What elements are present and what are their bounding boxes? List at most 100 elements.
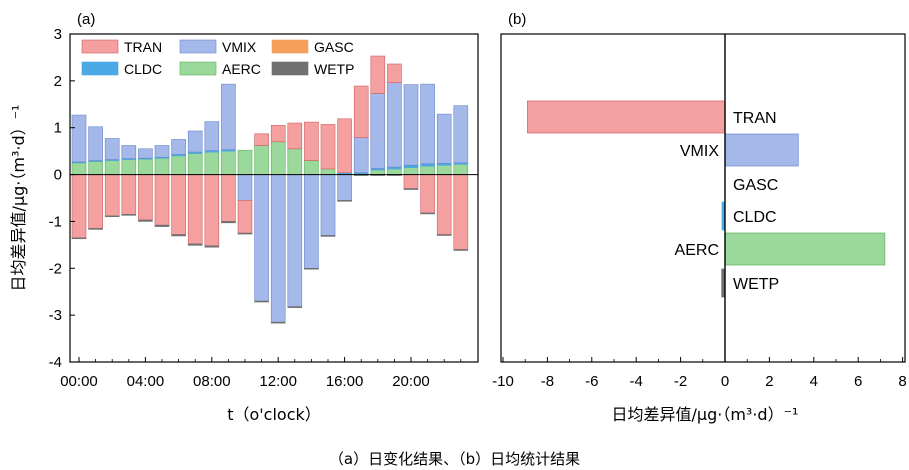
- bar-vmix-h22: [436, 113, 452, 164]
- panel-a-y-axis-title: 日均差异值/μg·（m³·d）⁻¹: [9, 105, 28, 292]
- bar-aerc-h19: [387, 168, 402, 175]
- y-tick-label: 3: [54, 26, 62, 43]
- panel-a-x-axis-title: t（o'clock）: [227, 405, 321, 424]
- y-tick-label: -2: [49, 260, 62, 277]
- bar-aerc-h5: [154, 157, 170, 175]
- bar-aerc-h13: [287, 148, 303, 175]
- bar-vmix: [724, 133, 799, 167]
- bar-wetp-h20: [403, 188, 419, 190]
- bar-tran-h16: [337, 118, 352, 173]
- panel-b-x-axis-title: 日均差异值/μg·（m³·d）⁻¹: [612, 405, 799, 424]
- bar-aerc-h20: [403, 167, 419, 175]
- y-tick-label: 2: [54, 73, 62, 90]
- bar-vmix-h13: [287, 174, 303, 308]
- bar-tran-h7: [187, 174, 203, 245]
- bar-wetp-h14: [304, 267, 319, 270]
- bar-aerc-h1: [88, 161, 103, 175]
- bar-wetp-h15: [320, 235, 336, 237]
- bar-tran-h3: [121, 174, 137, 215]
- bar-wetp-h12: [270, 321, 286, 324]
- bar-vmix-h17: [353, 137, 369, 173]
- legend-label-cldc: CLDC: [124, 61, 162, 77]
- y-tick-label: 0: [54, 167, 62, 184]
- bar-tran-h19: [387, 63, 402, 84]
- x-tick-label: -6: [585, 373, 598, 390]
- panel-b-bars: [527, 100, 886, 298]
- bar-vmix-h0: [71, 114, 87, 163]
- x-tick-label: 6: [854, 373, 862, 390]
- bar-vmix-h16: [337, 174, 352, 201]
- y-tick-label: -4: [49, 354, 62, 371]
- x-tick-label: -2: [674, 373, 687, 390]
- bar-aerc-h21: [420, 165, 435, 175]
- figure-caption: （a）日变化结果、（b）日均统计结果: [328, 450, 581, 468]
- bar-aerc-h2: [104, 160, 120, 175]
- bar-tran-h0: [71, 174, 87, 239]
- bar-vmix-h3: [121, 145, 137, 159]
- y-tick-label: -1: [49, 213, 62, 230]
- bar-wetp-h9: [221, 221, 236, 224]
- legend-swatch-tran: [81, 39, 119, 54]
- bar-tran-h17: [353, 85, 369, 138]
- bar-aerc-h18: [370, 169, 386, 175]
- bar-vmix-h2: [104, 138, 120, 160]
- bar-wetp-h10: [237, 232, 253, 235]
- bar-aerc-h15: [320, 168, 336, 175]
- bar-vmix-h12: [270, 174, 286, 323]
- bar-vmix-h14: [304, 174, 319, 269]
- x-tick-label: -4: [630, 373, 643, 390]
- x-tick-label: 20:00: [392, 373, 430, 390]
- bar-aerc-h6: [171, 155, 186, 175]
- category-label-vmix: VMIX: [680, 143, 719, 160]
- x-tick-label: 16:00: [326, 373, 364, 390]
- category-label-aerc: AERC: [675, 242, 719, 259]
- bar-aerc-h22: [436, 164, 452, 175]
- bar-wetp-h22: [436, 234, 452, 236]
- x-tick-label: 4: [810, 373, 818, 390]
- bar-vmix-h15: [320, 174, 336, 236]
- x-tick-label: 00:00: [60, 373, 98, 390]
- bar-wetp-h6: [171, 234, 186, 237]
- bar-wetp-h11: [254, 300, 269, 303]
- bar-aerc-h0: [71, 162, 87, 175]
- x-tick-label: 12:00: [259, 373, 297, 390]
- bar-tran-h13: [287, 122, 303, 150]
- legend-swatch-aerc: [179, 61, 217, 76]
- bar-tran-h15: [320, 124, 336, 170]
- bar-vmix-h1: [88, 126, 103, 161]
- bar-tran-h10: [237, 200, 253, 234]
- bar-vmix-h19: [387, 82, 402, 168]
- x-tick-label: 08:00: [193, 373, 231, 390]
- panel-b-x-axis: -10 -8 -6 -4 -2 0 2 4 6 8: [492, 357, 907, 390]
- bar-vmix-h23: [453, 105, 469, 164]
- bar-wetp-h21: [420, 212, 435, 215]
- bar-tran-h9: [221, 174, 236, 222]
- x-tick-label: 8: [898, 373, 906, 390]
- bar-cldc-h20: [403, 164, 419, 168]
- bar-tran: [527, 100, 726, 134]
- bar-tran-h4: [138, 174, 153, 221]
- bar-aerc-h4: [138, 158, 153, 175]
- bar-tran-h5: [154, 174, 170, 226]
- x-tick-label: -10: [492, 373, 514, 390]
- bar-tran-h8: [204, 174, 220, 247]
- bar-cldc-h21: [420, 163, 435, 167]
- bar-aerc-h23: [453, 163, 469, 175]
- bar-aerc-h3: [121, 159, 137, 175]
- panel-b-label: (b): [508, 11, 526, 28]
- category-label-wetp: WETP: [733, 276, 779, 293]
- bar-vmix-h7: [187, 130, 203, 153]
- bar-vmix-h10: [237, 174, 253, 201]
- bar-vmix-h9: [221, 83, 236, 151]
- y-tick-label: 1: [54, 120, 62, 137]
- panel-a-bars: [71, 55, 469, 324]
- bar-vmix-h18: [370, 93, 386, 169]
- legend-swatch-cldc: [81, 61, 119, 76]
- bar-wetp-h7: [187, 243, 203, 246]
- bar-wetp-h16: [337, 200, 352, 202]
- bar-tran-h1: [88, 174, 103, 229]
- bar-vmix-h6: [171, 139, 186, 155]
- panel-b-frame: [500, 33, 906, 363]
- bar-tran-h6: [171, 174, 186, 235]
